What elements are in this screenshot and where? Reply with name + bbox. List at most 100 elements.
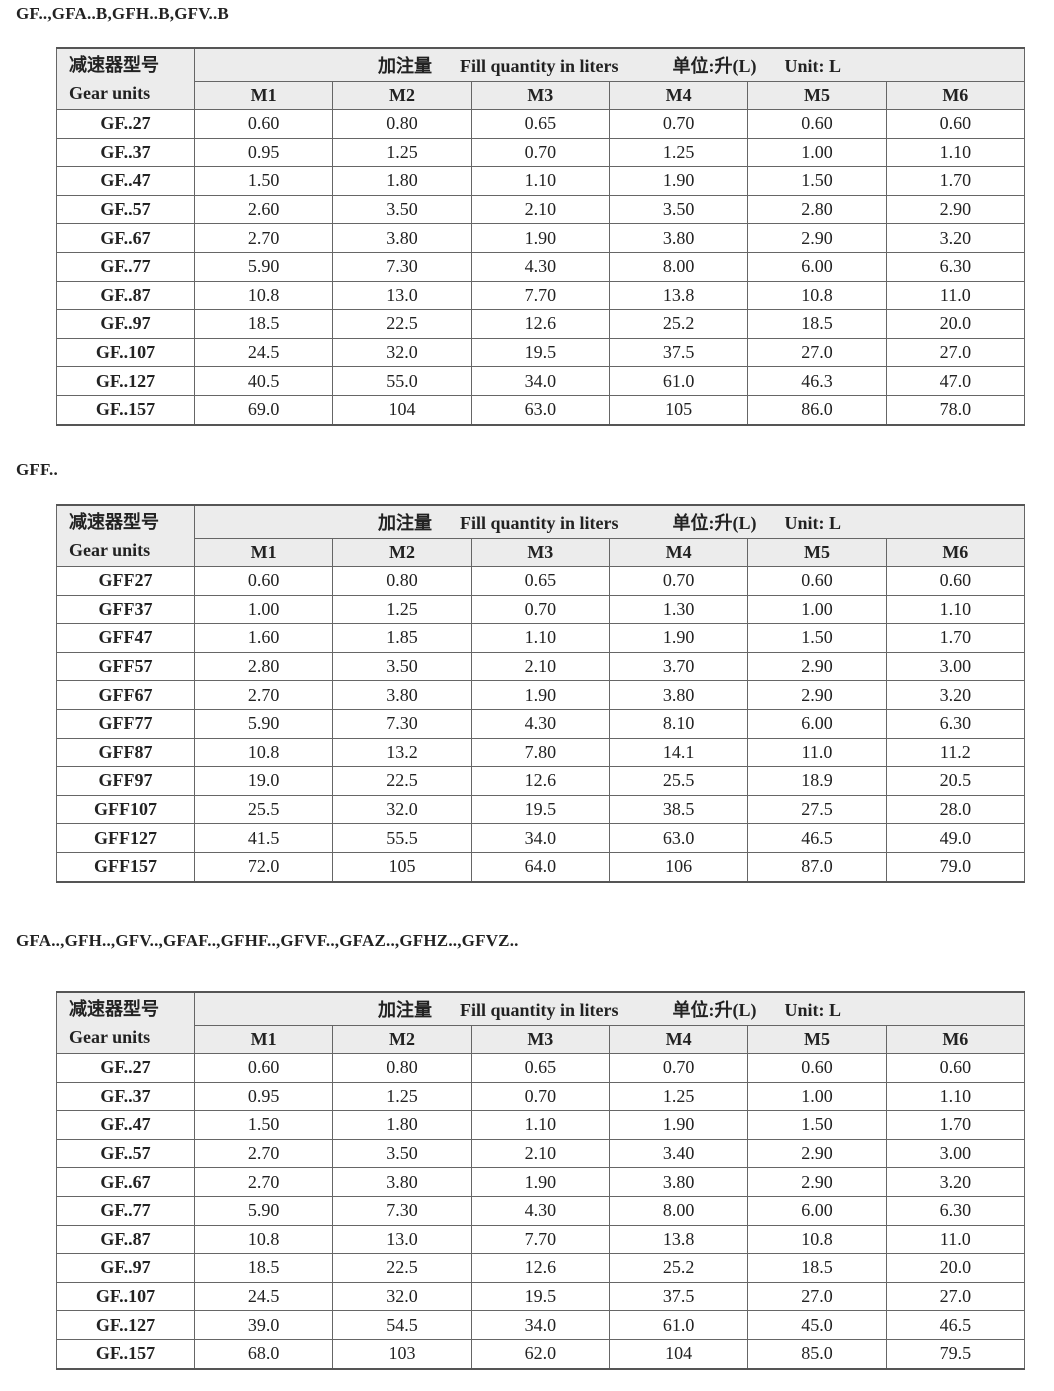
table-row: GF..127 40.5 55.0 34.0 61.0 46.3 47.0: [56, 366, 1026, 396]
value-cell: 0.80: [332, 109, 472, 139]
value-cell: 25.2: [608, 309, 749, 339]
value-cell: 1.00: [747, 594, 887, 625]
table-row: GFF27 0.60 0.80 0.65 0.70 0.60 0.60: [56, 566, 1026, 596]
value-cell: 10.8: [193, 1224, 334, 1255]
value-cell: 34.0: [470, 823, 610, 853]
model-header: 减速器型号 Gear units: [56, 47, 195, 110]
model-cell: GF..67: [56, 1167, 195, 1197]
value-cell: 1.50: [193, 1110, 334, 1140]
value-cell: 2.90: [747, 1138, 887, 1169]
column-header-m3: M3: [470, 1025, 610, 1054]
value-cell: 39.0: [193, 1310, 334, 1340]
table-row: GF..107 24.5 32.0 19.5 37.5 27.0 27.0: [56, 1281, 1026, 1312]
value-cell: 1.10: [470, 1110, 610, 1140]
value-cell: 0.70: [608, 109, 749, 139]
table-row: GF..47 1.50 1.80 1.10 1.90 1.50 1.70: [56, 166, 1026, 196]
table-row: GFF87 10.8 13.2 7.80 14.1 11.0 11.2: [56, 737, 1026, 768]
value-cell: 4.30: [470, 251, 610, 282]
model-cell: GF..77: [56, 251, 195, 282]
value-cell: 1.90: [608, 166, 749, 196]
model-cell: GF..47: [56, 1110, 195, 1140]
fill-quantity-table: 减速器型号 Gear units 加注量 Fill quantity in lit…: [56, 47, 1026, 426]
value-cell: 12.6: [470, 766, 610, 796]
table-row: GFF77 5.90 7.30 4.30 8.10 6.00 6.30: [56, 708, 1026, 739]
section-title: GF..,GFA..B,GFH..B,GFV..B: [16, 4, 229, 23]
table-row: GF..67 2.70 3.80 1.90 3.80 2.90 3.20: [56, 223, 1026, 253]
model-cell: GFF37: [56, 594, 195, 625]
value-cell: 20.5: [885, 766, 1026, 796]
value-cell: 1.85: [332, 623, 472, 653]
value-cell: 22.5: [332, 766, 472, 796]
value-cell: 34.0: [470, 1310, 610, 1340]
value-cell: 8.10: [608, 708, 749, 739]
value-cell: 1.30: [608, 594, 749, 625]
value-cell: 5.90: [193, 251, 334, 282]
model-cell: GF..127: [56, 366, 195, 396]
value-cell: 1.90: [470, 1167, 610, 1197]
value-cell: 104: [332, 394, 472, 426]
value-cell: 63.0: [470, 394, 610, 426]
value-cell: 12.6: [470, 1253, 610, 1283]
value-cell: 1.90: [608, 1110, 749, 1140]
column-header-m4: M4: [608, 81, 749, 110]
value-cell: 63.0: [608, 823, 749, 853]
value-cell: 1.90: [608, 623, 749, 653]
table-row: GFF97 19.0 22.5 12.6 25.5 18.9 20.5: [56, 766, 1026, 796]
table-row: GF..57 2.60 3.50 2.10 3.50 2.80 2.90: [56, 194, 1026, 225]
value-cell: 0.80: [332, 1053, 472, 1083]
section-title: GFA..,GFH..,GFV..,GFAF..,GFHF..,GFVF..,G…: [16, 931, 519, 950]
model-cell: GFF57: [56, 651, 195, 682]
value-cell: 0.60: [885, 1053, 1026, 1083]
value-cell: 2.90: [747, 680, 887, 710]
table-row: GFF127 41.5 55.5 34.0 63.0 46.5 49.0: [56, 823, 1026, 853]
column-header-m5: M5: [747, 1025, 887, 1054]
value-cell: 13.0: [332, 1224, 472, 1255]
value-cell: 22.5: [332, 1253, 472, 1283]
column-header-m4: M4: [608, 1025, 749, 1054]
value-cell: 7.30: [332, 251, 472, 282]
value-cell: 3.80: [608, 1167, 749, 1197]
fill-cn: 加注量: [377, 513, 432, 533]
value-cell: 1.10: [885, 1081, 1026, 1112]
value-cell: 32.0: [332, 794, 472, 825]
value-cell: 1.10: [470, 623, 610, 653]
value-cell: 20.0: [885, 309, 1026, 339]
value-cell: 1.90: [470, 223, 610, 253]
unit-cn: 单位:升(L): [672, 513, 757, 533]
value-cell: 3.40: [608, 1138, 749, 1169]
model-header-en: Gear units: [69, 1027, 151, 1047]
value-cell: 46.5: [747, 823, 887, 853]
value-cell: 55.5: [332, 823, 472, 853]
value-cell: 10.8: [747, 280, 887, 311]
value-cell: 2.60: [193, 194, 334, 225]
value-cell: 103: [332, 1338, 472, 1370]
value-cell: 1.70: [885, 1110, 1026, 1140]
model-cell: GFF87: [56, 737, 195, 768]
model-cell: GF..57: [56, 194, 195, 225]
value-cell: 78.0: [885, 394, 1026, 426]
value-cell: 3.80: [608, 680, 749, 710]
table-row: GF..107 24.5 32.0 19.5 37.5 27.0 27.0: [56, 337, 1026, 368]
value-cell: 2.10: [470, 1138, 610, 1169]
fill-quantity-header: 加注量 Fill quantity in liters 单位:升(L) Unit: L: [194, 504, 1025, 539]
value-cell: 1.00: [747, 1081, 887, 1112]
unit-en: Unit: L: [784, 1000, 842, 1020]
value-cell: 8.00: [608, 251, 749, 282]
value-cell: 0.65: [470, 566, 610, 596]
table-row: GF..97 18.5 22.5 12.6 25.2 18.5 20.0: [56, 309, 1026, 339]
value-cell: 3.80: [332, 680, 472, 710]
fill-quantity-header: 加注量 Fill quantity in liters 单位:升(L) Unit: L: [194, 991, 1025, 1026]
value-cell: 0.65: [470, 109, 610, 139]
value-cell: 105: [608, 394, 749, 426]
value-cell: 45.0: [747, 1310, 887, 1340]
fill-quantity-table: 减速器型号 Gear units 加注量 Fill quantity in lit…: [56, 504, 1026, 883]
value-cell: 1.10: [470, 166, 610, 196]
value-cell: 2.10: [470, 194, 610, 225]
value-cell: 40.5: [193, 366, 334, 396]
value-cell: 1.25: [332, 1081, 472, 1112]
model-header-en: Gear units: [69, 540, 151, 560]
value-cell: 0.70: [470, 594, 610, 625]
table-row: GFF107 25.5 32.0 19.5 38.5 27.5 28.0: [56, 794, 1026, 825]
value-cell: 1.80: [332, 166, 472, 196]
value-cell: 27.0: [885, 1281, 1026, 1312]
